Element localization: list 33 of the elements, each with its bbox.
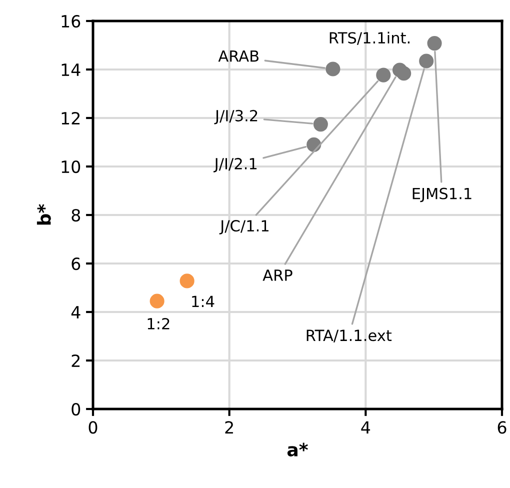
point [376,68,391,82]
x-tick-label: 6 [498,421,506,434]
annotation: 1:2 [148,318,170,330]
y-tick-label: 4 [71,306,80,318]
annotation: EJMS1.1 [412,188,472,202]
annotation: ARAB [218,50,258,62]
y-tick-label: 8 [72,208,80,222]
y-tick-label: 6 [72,257,80,270]
point [180,274,194,288]
point [396,66,412,81]
annotation: RTA/1.1.ext [306,330,392,342]
y-tick-label: 0 [72,402,80,416]
y-tick-label: 2 [72,354,80,367]
x-tick-label: 4 [361,421,370,434]
annotation: ARP [262,270,292,281]
annotation: 1:4 [192,296,214,307]
point [427,36,442,51]
annotation: J/I/2.1 [214,158,257,172]
y-tick-label: 16 [62,14,80,28]
y-axis-title: b* [36,204,51,225]
y-tick-label: 12 [62,112,80,124]
annotation: RTS/1.1int. [330,32,410,45]
point [326,62,340,76]
y-tick-label: 10 [62,160,80,174]
x-tick-label: 0 [88,421,98,434]
point [313,117,328,132]
annotation: J/C/1.1 [219,220,268,234]
x-tick-label: 2 [225,421,233,434]
point [150,294,164,308]
point [419,54,434,68]
x-axis-title: a* [287,442,308,456]
y-tick-label: 14 [62,64,80,76]
annotation: J/I/3.2 [214,110,258,124]
